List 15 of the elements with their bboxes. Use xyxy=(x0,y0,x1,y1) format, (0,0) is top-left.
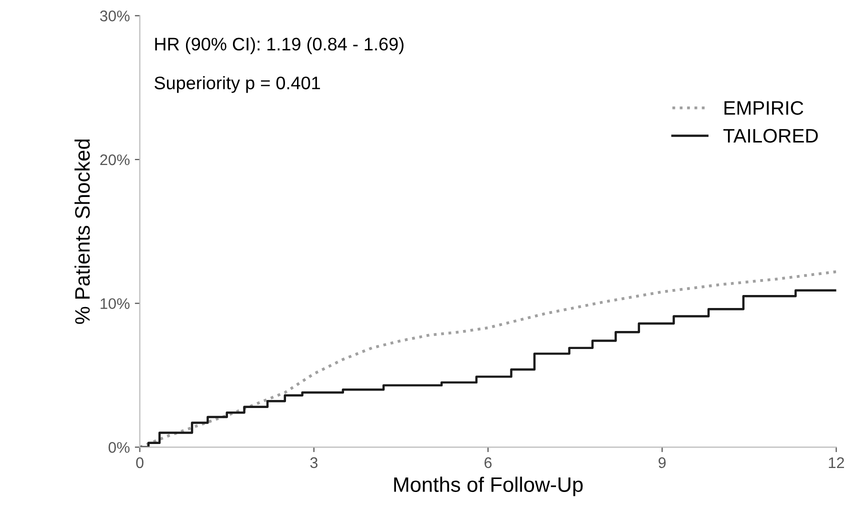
x-tick-label: 9 xyxy=(658,457,666,468)
x-axis-title: Months of Follow-Up xyxy=(394,476,583,496)
y-tick-label: 10% xyxy=(100,298,130,310)
x-tick-label: 0 xyxy=(136,457,144,468)
y-tick-label: 30% xyxy=(100,10,130,22)
legend-label: TAILORED xyxy=(723,128,818,143)
x-tick-label: 12 xyxy=(828,457,844,468)
x-tick-label: 3 xyxy=(310,457,318,468)
y-axis-title: % Patients Shocked xyxy=(74,140,90,324)
y-tick-label: 20% xyxy=(100,154,130,166)
annotation: HR (90% CI): 1.19 (0.84 - 1.69) xyxy=(155,37,404,54)
annotation: Superiority p = 0.401 xyxy=(154,76,320,93)
legend-label: EMPIRIC xyxy=(724,101,804,115)
y-tick-label: 0% xyxy=(108,442,130,453)
x-tick-label: 6 xyxy=(484,457,492,468)
